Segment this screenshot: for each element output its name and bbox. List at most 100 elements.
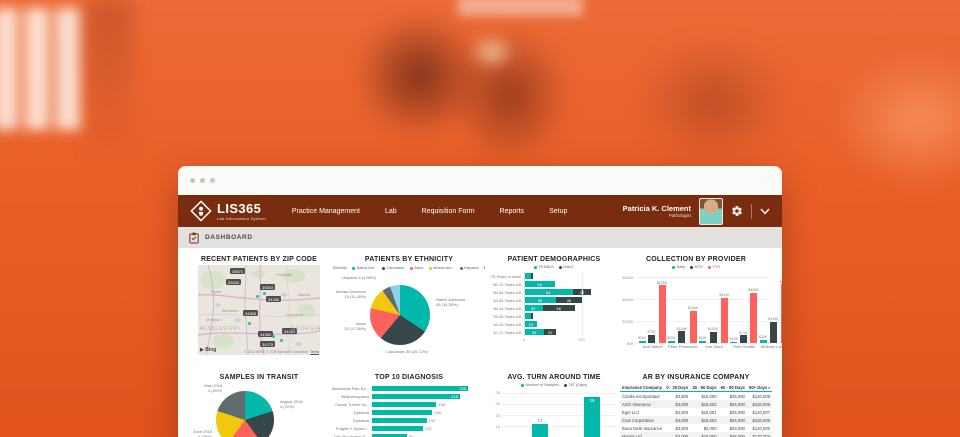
- column-rect[interactable]: [638, 340, 646, 343]
- table-row[interactable]: Bona Desk Insurance $3,500 $2,000 $33,000 $1…: [620, 424, 772, 432]
- menu-item-requisition-form[interactable]: Requisition Form: [421, 207, 475, 215]
- column-rect[interactable]: [667, 340, 675, 343]
- column-rect[interactable]: [730, 341, 738, 343]
- stacked-bar[interactable]: 32 56: [524, 305, 576, 311]
- diagnosis-bar[interactable]: [372, 417, 427, 423]
- bar-segment[interactable]: [524, 313, 531, 319]
- column-rect[interactable]: [678, 331, 686, 343]
- legend-item[interactable]: Caucasian: [382, 266, 405, 270]
- stacked-bar[interactable]: [524, 273, 534, 279]
- column-rect[interactable]: [709, 331, 717, 343]
- column[interactable]: $20K: [638, 277, 646, 343]
- bar-segment[interactable]: 23: [524, 321, 538, 327]
- bar-segment[interactable]: 20: [544, 329, 556, 335]
- bar-segment[interactable]: 55: [524, 297, 556, 303]
- map-terms-link[interactable]: Terms: [310, 350, 319, 354]
- stacked-bar[interactable]: [524, 313, 534, 319]
- table-row[interactable]: Cubilia Incorporated $3,500 $15,000 $25,000…: [620, 392, 772, 401]
- demographics-chart[interactable]: 75 Years or older 65-74 Years old 54 55-64 …: [488, 272, 620, 342]
- column[interactable]: $195K: [768, 277, 779, 343]
- bar-segment[interactable]: 35: [524, 329, 545, 335]
- menu-item-reports[interactable]: Reports: [499, 207, 525, 215]
- pie-slices[interactable]: [216, 391, 274, 437]
- legend-item[interactable]: African Am...: [428, 266, 455, 270]
- legend-item[interactable]: Asian: [409, 266, 424, 270]
- window-control-dot[interactable]: [210, 178, 215, 183]
- column[interactable]: $19K: [698, 277, 707, 343]
- column-rect[interactable]: [689, 310, 697, 343]
- column[interactable]: $10K: [730, 277, 738, 343]
- zip-map[interactable]: ▶ Bing © 2019 HERE, © 2019 Microsoft Cor…: [198, 265, 320, 355]
- diagnosis-bar[interactable]: 236: [372, 385, 468, 391]
- table-row[interactable]: AGG Insurance $3,000 $15,002 $25,000 $120,00…: [620, 400, 772, 408]
- diagnosis-chart[interactable]: Abdominal Pain Ep... 236 Blepharospasm 216 C…: [330, 384, 488, 437]
- stacked-bar[interactable]: 8432: [524, 289, 592, 295]
- column-header[interactable]: 0 - 30 Days: [664, 383, 691, 392]
- column[interactable]: $410K: [719, 277, 730, 343]
- menu-item-lab[interactable]: Lab: [384, 207, 397, 215]
- column[interactable]: $30K: [759, 277, 767, 343]
- table-row[interactable]: Eget LLC $4,500 $15,001 $25,000 $120,007: [620, 408, 772, 416]
- column-header[interactable]: 90+ Days ▾: [746, 383, 772, 392]
- column-header[interactable]: 60 - 90 Days: [718, 383, 747, 392]
- legend-item[interactable]: Hispanic: [459, 266, 479, 270]
- bar-segment[interactable]: 32: [572, 289, 592, 295]
- tat-chart[interactable]: 25 20 15 10 13 25: [488, 389, 620, 437]
- bar-segment[interactable]: 84: [524, 289, 573, 295]
- legend-item[interactable]: YTD: [707, 265, 720, 269]
- column[interactable]: $294K: [688, 277, 698, 343]
- bar-segment[interactable]: 32: [524, 305, 543, 311]
- window-control-dot[interactable]: [190, 178, 195, 183]
- legend-scroll-icon[interactable]: ›: [483, 265, 486, 271]
- bar-segment[interactable]: [524, 273, 531, 279]
- stacked-bar[interactable]: 35 20: [524, 329, 556, 335]
- legend-item[interactable]: Daily: [672, 265, 685, 269]
- diagnosis-bar[interactable]: [372, 401, 437, 407]
- legend-item[interactable]: Number of Samples: [520, 383, 559, 387]
- column-rect[interactable]: [739, 335, 747, 343]
- column-rect[interactable]: [769, 321, 777, 343]
- column[interactable]: $102K: [708, 277, 718, 343]
- column[interactable]: $71K: [739, 277, 747, 343]
- table-row[interactable]: Mauris Ltd $3,000 $15,000 $45,000 $120,004: [620, 432, 772, 437]
- bar-segment[interactable]: 56: [542, 305, 576, 311]
- column-rect[interactable]: [750, 292, 758, 343]
- stacked-bar[interactable]: 55 45: [524, 297, 582, 303]
- column-header[interactable]: 30 - 60 Days: [690, 383, 719, 392]
- table-row[interactable]: Cras Corporation $4,000 $15,003 $25,000 $120…: [620, 416, 772, 424]
- column-rect[interactable]: [699, 340, 707, 343]
- column-rect[interactable]: [720, 297, 728, 343]
- transit-pie-chart[interactable]: May 2018 4 (20%) August 2018 4 (20%) June 20…: [188, 383, 330, 437]
- legend-item[interactable]: MTD: [690, 265, 703, 269]
- collection-chart[interactable]: $600K $400K $200K $0K $20K $73K $525K Ana Talbo…: [620, 271, 782, 363]
- column[interactable]: $455K: [748, 277, 759, 343]
- diagnosis-bar[interactable]: 216: [372, 393, 460, 399]
- diagnosis-bar[interactable]: [372, 425, 423, 431]
- column-rect[interactable]: [658, 285, 666, 343]
- column[interactable]: $20K: [667, 277, 676, 343]
- menu-item-practice-management[interactable]: Practice Management: [291, 207, 360, 215]
- gear-icon[interactable]: [731, 205, 743, 217]
- user-avatar[interactable]: [699, 197, 723, 225]
- column[interactable]: $532K: [780, 277, 782, 343]
- column-rect[interactable]: [781, 284, 782, 343]
- column[interactable]: $525K: [657, 277, 667, 343]
- bar-segment[interactable]: 45: [555, 297, 582, 303]
- legend-item[interactable]: MALE: [558, 265, 574, 269]
- tat-column[interactable]: 25: [584, 396, 600, 437]
- pie-slices[interactable]: [370, 285, 430, 345]
- column-rect[interactable]: [759, 339, 767, 343]
- bar-segment[interactable]: [530, 313, 534, 319]
- diagnosis-bar[interactable]: [372, 409, 433, 415]
- stacked-bar[interactable]: 54: [524, 281, 556, 287]
- column[interactable]: $106K: [677, 277, 687, 343]
- menu-item-setup[interactable]: Setup: [549, 207, 568, 215]
- window-control-dot[interactable]: [200, 178, 205, 183]
- bar-segment[interactable]: [530, 273, 534, 279]
- column-header[interactable]: Insurance Company: [620, 383, 665, 392]
- stacked-bar[interactable]: 23: [524, 321, 538, 327]
- sort-icon[interactable]: ▾: [767, 385, 770, 390]
- chevron-down-icon[interactable]: [760, 208, 770, 215]
- legend-item[interactable]: FEMALE: [534, 265, 554, 269]
- brand[interactable]: LIS365 Lab Information System: [190, 200, 266, 222]
